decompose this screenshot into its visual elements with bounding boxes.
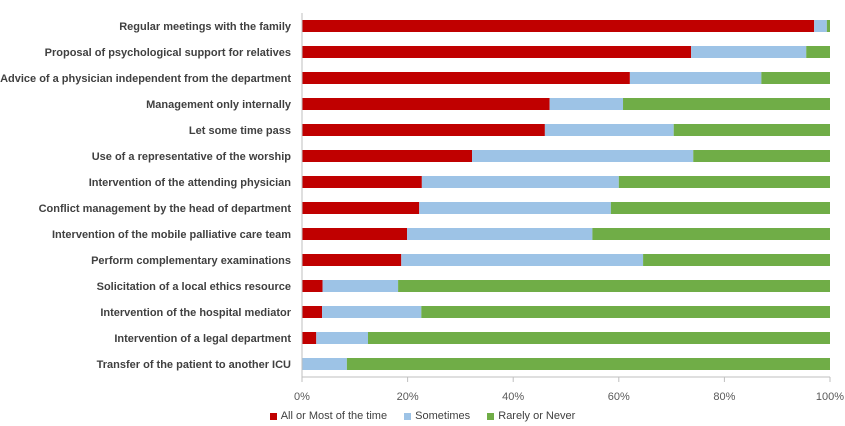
bar-rarely-or-never-2 [761, 72, 830, 84]
category-label: Intervention of the mobile palliative ca… [52, 229, 291, 241]
bar-sometimes-9 [401, 254, 644, 266]
legend-item-sometimes: Sometimes [404, 410, 470, 422]
x-tick-label: 80% [713, 391, 735, 403]
bar-rarely-or-never-6 [618, 176, 830, 188]
bar-rarely-or-never-3 [623, 98, 830, 110]
legend-label-sometimes: Sometimes [415, 410, 471, 422]
category-label: Conflict management by the head of depar… [39, 203, 292, 215]
bar-sometimes-10 [322, 280, 399, 292]
category-label: Use of a representative of the worship [92, 151, 292, 163]
category-label: Advice of a physician independent from t… [0, 73, 291, 85]
bar-sometimes-12 [316, 332, 368, 344]
bar-sometimes-7 [419, 202, 611, 214]
bar-all-or-most-8 [302, 228, 408, 240]
bar-rarely-or-never-5 [693, 150, 830, 162]
bar-all-or-most-11 [302, 306, 323, 318]
x-tick-label: 40% [502, 391, 524, 403]
category-label: Intervention of the attending physician [89, 177, 292, 189]
legend: All or Most of the time Sometimes Rarely… [0, 410, 845, 423]
category-label: Perform complementary examinations [91, 255, 291, 267]
bar-all-or-most-12 [302, 332, 317, 344]
bar-all-or-most-5 [302, 150, 473, 162]
bar-sometimes-6 [421, 176, 619, 188]
bar-rarely-or-never-11 [421, 306, 830, 318]
bar-sometimes-1 [691, 46, 807, 58]
bar-sometimes-2 [629, 72, 762, 84]
category-label: Transfer of the patient to another ICU [97, 359, 291, 371]
bar-sometimes-0 [814, 20, 827, 32]
legend-label-rarely-or-never: Rarely or Never [498, 410, 576, 422]
category-label: Regular meetings with the family [119, 21, 292, 33]
bar-rarely-or-never-13 [346, 358, 830, 370]
category-label: Solicitation of a local ethics resource [97, 281, 291, 293]
legend-swatch-rarely-or-never [487, 412, 495, 420]
bar-all-or-most-2 [302, 72, 630, 84]
bar-all-or-most-1 [302, 46, 692, 58]
category-label: Intervention of a legal department [114, 333, 291, 345]
category-label: Proposal of psychological support for re… [45, 47, 291, 59]
bar-all-or-most-0 [302, 20, 815, 32]
bar-all-or-most-4 [302, 124, 545, 136]
x-tick-label: 60% [608, 391, 630, 403]
bar-all-or-most-10 [302, 280, 323, 292]
category-label: Management only internally [146, 99, 292, 111]
bar-all-or-most-9 [302, 254, 402, 266]
bar-rarely-or-never-0 [826, 20, 830, 32]
bar-rarely-or-never-10 [398, 280, 830, 292]
bar-sometimes-4 [544, 124, 674, 136]
bar-rarely-or-never-8 [592, 228, 830, 240]
bar-sometimes-11 [322, 306, 422, 318]
bar-rarely-or-never-12 [368, 332, 830, 344]
bar-rarely-or-never-4 [673, 124, 830, 136]
bar-sometimes-3 [549, 98, 624, 110]
bar-rarely-or-never-1 [806, 46, 830, 58]
legend-swatch-all-or-most [269, 412, 277, 420]
bar-all-or-most-3 [302, 98, 550, 110]
bar-sometimes-13 [302, 358, 347, 370]
legend-label-all-or-most: All or Most of the time [280, 410, 388, 422]
x-tick-label: 100% [816, 391, 844, 403]
bar-sometimes-8 [407, 228, 593, 240]
bar-all-or-most-7 [302, 202, 420, 214]
bar-all-or-most-6 [302, 176, 422, 188]
bar-sometimes-5 [472, 150, 694, 162]
x-tick-label: 20% [397, 391, 419, 403]
legend-item-all-or-most: All or Most of the time [269, 410, 388, 422]
category-label: Let some time pass [189, 125, 291, 137]
bar-rarely-or-never-9 [643, 254, 830, 266]
bar-rarely-or-never-7 [610, 202, 830, 214]
category-label: Intervention of the hospital mediator [100, 307, 291, 319]
legend-swatch-sometimes [404, 412, 412, 420]
legend-item-rarely-or-never: Rarely or Never [487, 410, 575, 422]
x-tick-label: 0% [294, 391, 310, 403]
